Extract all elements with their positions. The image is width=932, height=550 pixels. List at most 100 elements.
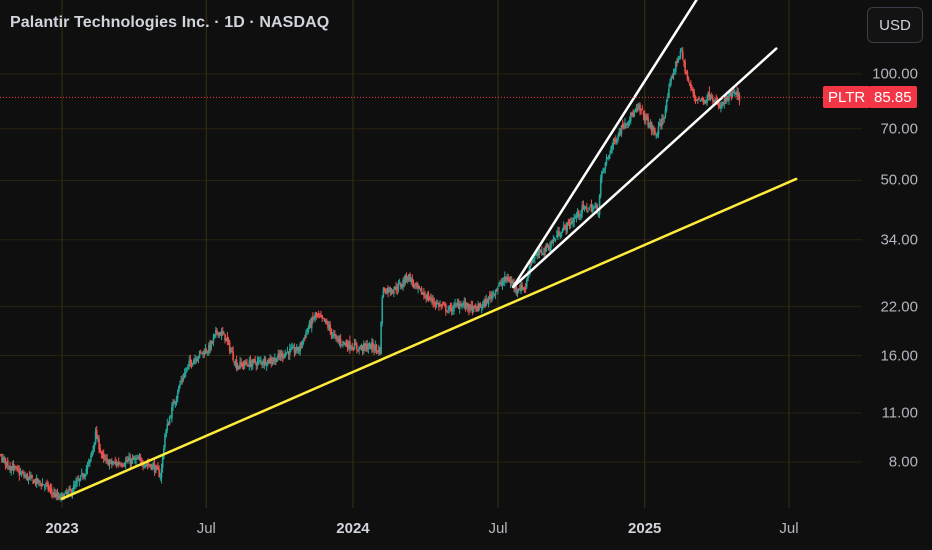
candle-body — [677, 58, 679, 63]
candle-body — [68, 489, 70, 492]
trendline-channel-lower[interactable] — [511, 47, 778, 289]
trendline-support[interactable] — [60, 177, 798, 500]
candle-body — [571, 221, 573, 224]
candle-body — [503, 276, 506, 282]
candle-body — [579, 215, 581, 217]
candle-body — [350, 347, 352, 349]
candle-body — [653, 127, 655, 131]
candle-body — [298, 350, 300, 352]
candle-body — [432, 298, 434, 303]
candle-body — [104, 458, 106, 460]
candle-body — [85, 468, 88, 474]
candle-body — [277, 353, 280, 358]
candle-body — [656, 134, 659, 136]
candle-body — [80, 473, 83, 475]
candle-body — [670, 77, 673, 82]
candle-body — [694, 97, 697, 99]
candle-body — [398, 283, 401, 285]
candle-body — [547, 246, 550, 250]
candle-body — [648, 125, 651, 128]
candle-body — [657, 126, 660, 135]
candle-body — [713, 100, 715, 103]
candle-body — [368, 343, 371, 347]
candle-body — [575, 216, 578, 218]
candle-body — [384, 291, 387, 294]
candle-body — [199, 351, 202, 353]
trendlines[interactable] — [60, 0, 798, 500]
candle-body — [535, 254, 537, 256]
candle-body — [278, 353, 281, 356]
candle-body — [732, 91, 735, 93]
candle-body — [583, 206, 586, 208]
candle-body — [401, 285, 403, 289]
candle-body — [360, 345, 363, 349]
candle-body — [610, 147, 612, 153]
candle-body — [441, 304, 444, 306]
candle-body — [197, 356, 200, 359]
candle-body — [23, 474, 25, 477]
candle-body — [536, 252, 538, 256]
candle-body — [604, 163, 607, 170]
candle-body — [130, 459, 133, 464]
candle-body — [309, 322, 312, 327]
candle-body — [151, 464, 154, 470]
candle-body — [609, 153, 611, 155]
candle-body — [6, 460, 9, 467]
candle-body — [516, 290, 519, 293]
candle-body — [325, 321, 328, 324]
candle-body — [321, 315, 323, 319]
candle-body — [46, 483, 48, 485]
candle-body — [50, 488, 53, 493]
candle-body — [550, 242, 552, 248]
currency-button[interactable]: USD — [867, 7, 923, 43]
candle-body — [646, 115, 648, 118]
candle-body — [544, 248, 547, 252]
candle-body — [410, 277, 412, 282]
candle-body — [234, 361, 237, 364]
candle-body — [11, 466, 14, 471]
candle-body — [521, 284, 523, 291]
candle-body — [735, 92, 737, 94]
candle-body — [30, 475, 32, 478]
candle-body — [639, 104, 641, 110]
candle-body — [623, 126, 625, 128]
candle-body — [279, 355, 282, 358]
candle-body — [241, 363, 244, 367]
candle-body — [641, 108, 644, 111]
candle-body — [127, 460, 129, 462]
candle-body — [181, 379, 184, 381]
candle-body — [697, 99, 699, 101]
candle-body — [414, 283, 417, 285]
candle-body — [342, 340, 344, 344]
candle-body — [595, 205, 597, 208]
candle-body — [468, 307, 470, 311]
candle-body — [54, 493, 56, 498]
candle-body — [70, 490, 73, 495]
trendline-channel-upper[interactable] — [511, 0, 707, 289]
candle-body — [421, 293, 424, 295]
candle-body — [178, 386, 180, 393]
candle-body — [383, 287, 386, 292]
candle-body — [466, 302, 469, 308]
candle-body — [20, 473, 23, 475]
candle-body — [450, 308, 453, 312]
candle-body — [335, 336, 337, 338]
candle-body — [58, 496, 61, 499]
candle-body — [675, 61, 677, 72]
candle-body — [626, 123, 629, 125]
candle-body — [453, 304, 455, 312]
candle-body — [41, 483, 44, 487]
candle-body — [0, 454, 2, 456]
candle-body — [561, 229, 564, 233]
candle-body — [189, 359, 192, 363]
candle-body — [69, 488, 71, 491]
candle-body — [201, 352, 203, 354]
y-tick-label-0: 100.00 — [872, 65, 918, 83]
candle-body — [479, 306, 482, 308]
candle-body — [636, 107, 639, 109]
candle-body — [359, 347, 362, 349]
candle-body — [134, 458, 136, 460]
candle-body — [606, 157, 609, 159]
candle-body — [206, 351, 209, 354]
